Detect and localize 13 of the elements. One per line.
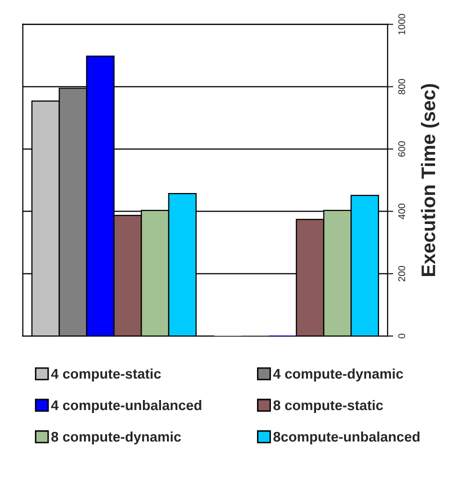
y-tick-label: 0 xyxy=(398,334,406,338)
legend-label: 8 compute-static xyxy=(273,400,383,413)
y-tick-label: 1000 xyxy=(398,14,406,34)
legend-label: 4 compute-unbalanced xyxy=(51,400,202,413)
y-tick-label: 200 xyxy=(398,266,406,282)
legend-label: 8 compute-dynamic xyxy=(51,431,181,444)
y-axis-title: Execution Time (sec) xyxy=(420,84,440,276)
y-tick-label: 800 xyxy=(398,78,406,94)
y-tick-label: 400 xyxy=(398,204,406,220)
legend-label: 4 compute-dynamic xyxy=(273,368,404,382)
legend-label: 8compute-unbalanced xyxy=(273,431,420,444)
y-tick-label: 600 xyxy=(398,141,406,157)
legend-label: 4 compute-static xyxy=(51,368,161,382)
